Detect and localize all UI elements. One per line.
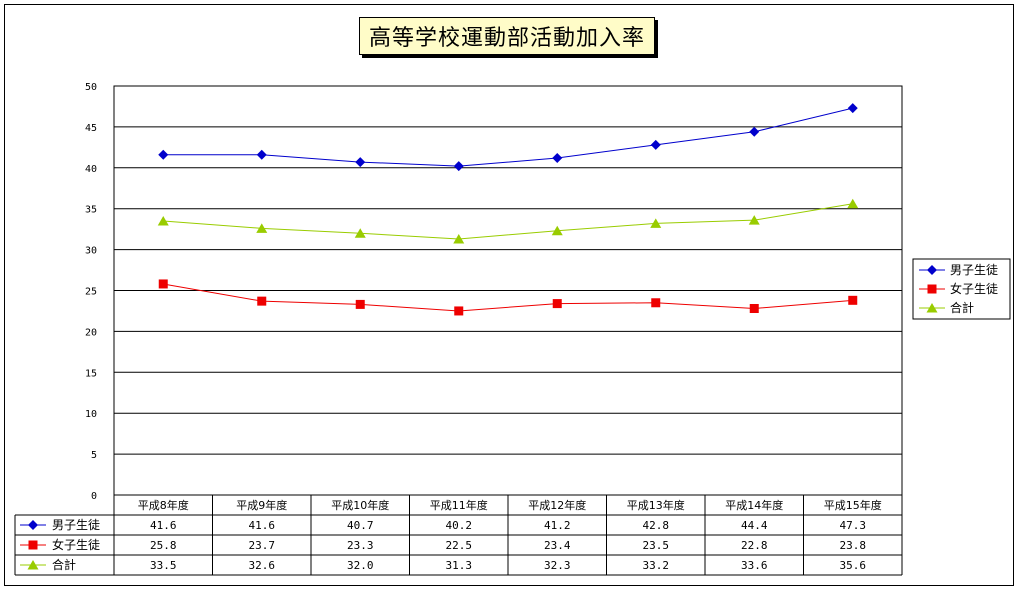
y-tick-label: 25 [85, 287, 97, 298]
category-label: 平成10年度 [331, 498, 389, 512]
category-label: 平成11年度 [430, 498, 488, 512]
y-tick-label: 15 [85, 368, 97, 379]
data-value: 41.6 [249, 519, 276, 532]
data-point [158, 279, 168, 289]
table-legend-marker [27, 560, 39, 570]
series-line [163, 203, 853, 240]
table-series-label: 合計 [52, 557, 76, 572]
data-point [552, 299, 562, 309]
data-point [256, 223, 268, 233]
data-point [749, 126, 760, 137]
data-value: 25.8 [150, 539, 177, 552]
category-label: 平成14年度 [725, 498, 783, 512]
data-value: 40.7 [347, 519, 374, 532]
data-point [256, 149, 267, 160]
y-tick-label: 50 [85, 82, 97, 93]
data-value: 23.4 [544, 539, 571, 552]
data-point [650, 139, 661, 150]
data-point [552, 152, 563, 163]
data-point [651, 298, 661, 308]
data-point [257, 296, 267, 306]
data-point [847, 103, 858, 114]
table-series-label: 男子生徒 [52, 518, 100, 532]
y-tick-label: 45 [85, 123, 97, 134]
data-point [847, 198, 859, 209]
legend-marker [926, 303, 938, 313]
table-legend-marker [28, 520, 38, 530]
y-tick-label: 30 [85, 246, 97, 257]
data-value: 23.5 [643, 539, 670, 552]
data-point [848, 295, 858, 305]
y-tick-label: 20 [85, 327, 97, 338]
category-label: 平成13年度 [627, 498, 685, 512]
category-label: 平成15年度 [824, 498, 882, 512]
legend-entry: 合計 [950, 300, 974, 315]
data-value: 40.2 [446, 519, 473, 532]
legend-entry: 女子生徒 [950, 281, 998, 296]
data-value: 22.5 [446, 539, 473, 552]
category-label: 平成12年度 [528, 498, 586, 512]
data-point [158, 149, 169, 160]
data-point [355, 299, 365, 309]
y-tick-label: 40 [85, 164, 97, 175]
data-value: 42.8 [643, 519, 670, 532]
data-point [157, 215, 169, 226]
data-value: 32.6 [249, 559, 276, 572]
data-point [454, 306, 464, 316]
data-point [551, 225, 563, 236]
chart-title: 高等学校運動部活動加入率 [359, 17, 655, 55]
data-value: 33.2 [643, 559, 670, 572]
table-series-label: 女子生徒 [52, 537, 100, 552]
legend-marker [927, 265, 937, 275]
y-tick-label: 0 [91, 491, 97, 502]
data-point [749, 303, 759, 313]
data-value: 41.6 [150, 519, 177, 532]
series-line [163, 283, 853, 312]
data-value: 32.3 [544, 559, 571, 572]
data-point [453, 233, 465, 244]
table-legend-marker [28, 540, 38, 550]
data-value: 44.4 [741, 519, 768, 532]
data-point [453, 161, 464, 172]
data-value: 33.5 [150, 559, 177, 572]
data-value: 33.6 [741, 559, 768, 572]
data-value: 31.3 [446, 559, 473, 572]
data-point [748, 215, 760, 225]
data-value: 23.3 [347, 539, 374, 552]
legend-marker [927, 284, 937, 294]
chart-frame [4, 4, 1014, 586]
series-line [163, 107, 853, 167]
data-point [354, 228, 366, 238]
data-value: 22.8 [741, 539, 768, 552]
y-tick-label: 5 [91, 450, 97, 461]
data-value: 47.3 [840, 519, 867, 532]
data-value: 41.2 [544, 519, 571, 532]
legend-entry: 男子生徒 [950, 263, 998, 277]
data-value: 23.7 [249, 539, 276, 552]
data-point [355, 157, 366, 168]
data-value: 23.8 [840, 539, 867, 552]
category-label: 平成8年度 [138, 498, 189, 512]
data-value: 35.6 [840, 559, 867, 572]
data-value: 32.0 [347, 559, 374, 572]
y-tick-label: 35 [85, 205, 97, 216]
y-tick-label: 10 [85, 409, 97, 420]
data-point [650, 218, 662, 228]
category-label: 平成9年度 [236, 498, 287, 512]
